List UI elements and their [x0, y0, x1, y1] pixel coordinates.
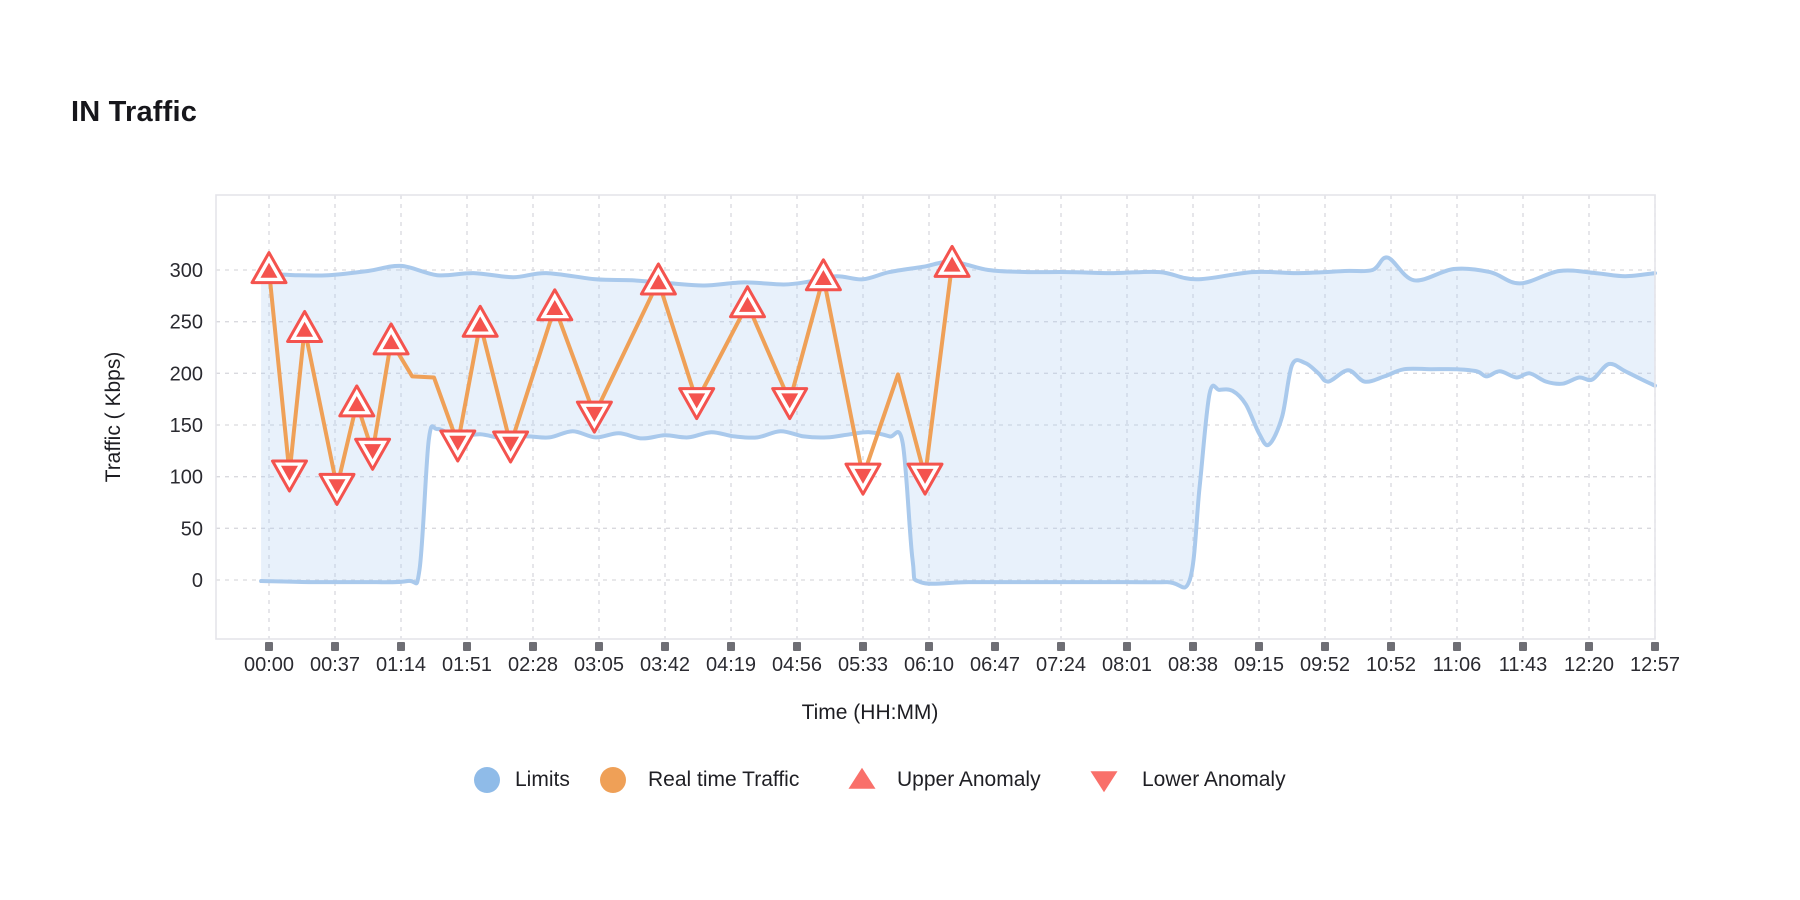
- upper-anomaly-marker-core: [943, 256, 961, 272]
- traffic-chart: 00:00 00:37 01:14 01:51 02:28 03:05 03:42 04:19…: [102, 194, 1680, 724]
- lower-anomaly-marker-core: [781, 393, 799, 409]
- anomaly-markers: [250, 244, 971, 506]
- axis-ticks: 00:00 00:37 01:14 01:51 02:28 03:05 03:42 04:19…: [170, 260, 1680, 676]
- chart-legend: Limits Real time Traffic Upper Anomaly Lowe…: [0, 758, 1800, 802]
- x-tick-label: 01:14: [376, 654, 426, 676]
- lower-anomaly-marker-core: [364, 444, 382, 460]
- x-tick-label: 10:52: [1366, 654, 1416, 676]
- limits-band: [259, 255, 1657, 590]
- x-tick-mark: [1057, 642, 1065, 651]
- x-tick-label: 03:05: [574, 654, 624, 676]
- x-tick-label: 08:01: [1102, 654, 1152, 676]
- y-tick-label: 250: [170, 312, 203, 334]
- lower-anomaly-marker-core: [585, 406, 603, 422]
- lower-anomaly-marker-core: [916, 468, 934, 484]
- x-tick-label: 09:52: [1300, 654, 1350, 676]
- legend-circle-icon: [600, 767, 626, 793]
- legend-label: Real time Traffic: [648, 768, 800, 791]
- x-tick-mark: [1585, 642, 1593, 651]
- upper-anomaly-marker-core: [814, 270, 832, 285]
- y-tick-label: 0: [192, 570, 203, 592]
- x-tick-label: 02:28: [508, 654, 558, 676]
- legend-circle-icon: [474, 767, 500, 793]
- legend-triangle-up-icon: [848, 767, 876, 789]
- x-tick-label: 01:51: [442, 654, 492, 676]
- x-tick-mark: [529, 642, 537, 651]
- y-tick-label: 100: [170, 467, 203, 489]
- y-tick-label: 150: [170, 415, 203, 437]
- x-tick-mark: [595, 642, 603, 651]
- x-tick-mark: [397, 642, 405, 651]
- x-tick-label: 00:37: [310, 654, 360, 676]
- x-tick-mark: [463, 642, 471, 651]
- upper-anomaly-marker-core: [546, 300, 564, 315]
- x-tick-mark: [1123, 642, 1131, 651]
- x-tick-mark: [925, 642, 933, 651]
- x-tick-label: 04:56: [772, 654, 822, 676]
- x-tick-mark: [1321, 642, 1329, 651]
- upper-anomaly-marker-core: [348, 396, 366, 412]
- legend-item-real-time-traffic[interactable]: Real time Traffic: [599, 758, 799, 802]
- x-tick-label: 07:24: [1036, 654, 1086, 676]
- legend-triangle-down-icon: [1090, 771, 1118, 793]
- x-tick-mark: [265, 642, 273, 651]
- x-tick-mark: [727, 642, 735, 651]
- chart-title: IN Traffic: [71, 96, 198, 128]
- upper-limit-line: [259, 255, 1657, 288]
- y-tick-label: 200: [170, 363, 203, 385]
- lower-anomaly-marker-core: [688, 393, 706, 409]
- plot-border: [215, 194, 1656, 640]
- upper-anomaly-marker-core: [739, 296, 756, 312]
- x-tick-mark: [661, 642, 669, 651]
- upper-anomaly-marker-core: [649, 274, 667, 290]
- upper-anomaly-marker-core: [471, 316, 489, 332]
- x-tick-label: 11:06: [1433, 654, 1482, 676]
- x-tick-mark: [859, 642, 867, 651]
- x-tick-mark: [331, 642, 339, 651]
- limits-band-fill: [261, 257, 1656, 588]
- lower-anomaly-marker-core: [281, 465, 298, 481]
- legend-item-lower-anomaly[interactable]: Lower Anomaly: [1090, 758, 1286, 802]
- x-tick-label: 05:33: [838, 654, 888, 676]
- legend-item-limits[interactable]: Limits: [473, 758, 570, 802]
- lower-limit-line: [259, 358, 1657, 590]
- lower-anomaly-marker-core: [449, 435, 467, 451]
- x-tick-label: 12:20: [1564, 654, 1614, 676]
- upper-anomaly-marker-core: [382, 334, 400, 350]
- y-tick-label: 50: [181, 518, 203, 540]
- x-tick-mark: [1189, 642, 1197, 651]
- x-tick-mark: [793, 642, 801, 651]
- upper-anomaly-marker-core: [260, 262, 278, 278]
- legend-label: Lower Anomaly: [1142, 768, 1286, 791]
- x-tick-label: 04:19: [706, 654, 756, 676]
- y-axis-title: Traffic ( Kbps): [102, 352, 125, 483]
- x-tick-mark: [1387, 642, 1395, 651]
- x-tick-mark: [1255, 642, 1263, 651]
- x-tick-label: 03:42: [640, 654, 690, 676]
- lower-anomaly-marker-core: [328, 479, 346, 495]
- x-tick-label: 09:15: [1234, 654, 1284, 676]
- x-tick-label: 06:47: [970, 654, 1020, 676]
- lower-anomaly-marker-core: [502, 436, 520, 452]
- x-tick-label: 08:38: [1168, 654, 1218, 676]
- x-tick-mark: [1519, 642, 1527, 651]
- x-tick-mark: [991, 642, 999, 651]
- x-axis-title: Time (HH:MM): [802, 701, 939, 724]
- legend-label: Limits: [515, 768, 570, 791]
- x-tick-label: 00:00: [244, 654, 294, 676]
- y-tick-label: 300: [170, 260, 203, 282]
- x-tick-mark: [1651, 642, 1659, 651]
- legend-label: Upper Anomaly: [897, 768, 1041, 791]
- x-tick-mark: [1453, 642, 1461, 651]
- x-tick-label: 12:57: [1630, 654, 1680, 676]
- lower-anomaly-marker-core: [854, 468, 872, 484]
- x-tick-label: 11:43: [1499, 654, 1548, 676]
- upper-anomaly-marker-core: [296, 321, 314, 337]
- x-tick-label: 06:10: [904, 654, 954, 676]
- legend-item-upper-anomaly[interactable]: Upper Anomaly: [848, 758, 1041, 802]
